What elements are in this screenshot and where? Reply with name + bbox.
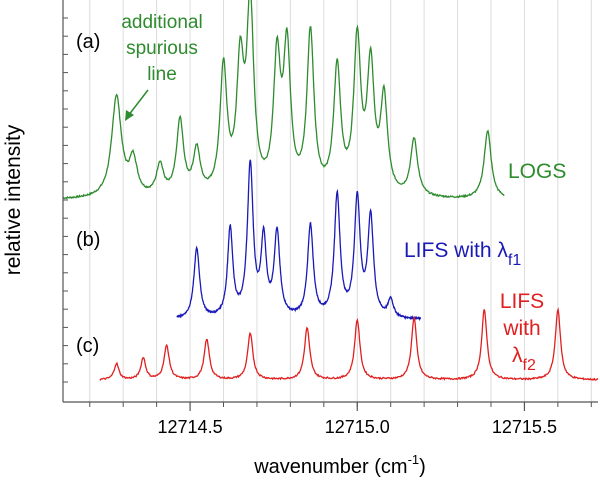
series-label-lifs1-sub: f1	[508, 252, 521, 269]
annotation-arrow	[125, 89, 149, 121]
x-axis-label-main: wavenumber (cm	[253, 456, 407, 478]
x-axis-label-end: )	[419, 456, 426, 478]
series-label-logs: LOGS	[508, 160, 566, 183]
series-label-lifs2-line3: λf2	[512, 344, 536, 374]
panel-label-a: (a)	[76, 31, 100, 53]
panel-label-c: (c)	[76, 335, 99, 357]
series-label-lifs2-main: λ	[512, 344, 523, 367]
x-tick-label: 12715.5	[492, 417, 557, 437]
x-tick-label: 12714.5	[158, 417, 223, 437]
annotation-line: line	[147, 64, 177, 85]
spectra	[62, 0, 599, 381]
series-line-logs	[62, 0, 505, 200]
x-axis-label: wavenumber (cm-1)	[253, 452, 426, 478]
x-tick-label: 12715.0	[325, 417, 390, 437]
y-axis-label: relative intensity	[2, 124, 25, 275]
x-axis-label-sup: -1	[408, 452, 420, 467]
series-line-lifs2	[99, 307, 599, 381]
axes: 12714.5 12715.0 12715.5	[62, 0, 598, 437]
series-label-lifs1: LIFS with λf1	[404, 239, 521, 269]
series-label-lifs2-line2: with	[502, 317, 540, 340]
panel-label-b: (b)	[76, 229, 100, 251]
series-label-lifs1-main: LIFS with λ	[404, 239, 508, 262]
series-line-lifs1	[176, 159, 422, 322]
annotation-spurious: spurious	[126, 38, 198, 59]
series-label-lifs2-line1: LIFS	[500, 290, 544, 313]
grid-lines	[89, 0, 592, 402]
series-label-lifs2-sub: f2	[523, 357, 536, 374]
annotation-additional: additional	[121, 12, 202, 33]
